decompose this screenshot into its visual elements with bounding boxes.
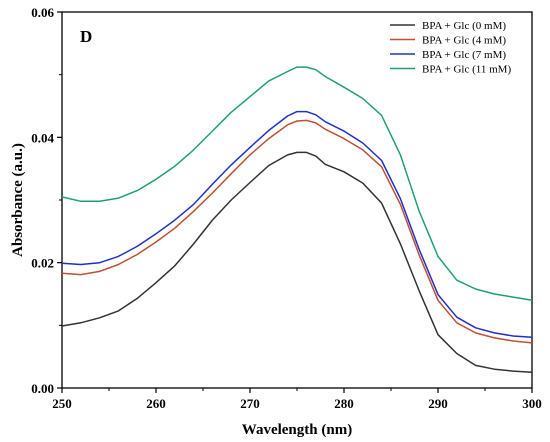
legend-label: BPA + Glc (0 mM)	[422, 20, 506, 32]
legend-label: BPA + Glc (7 mM)	[422, 49, 506, 61]
x-tick-label: 260	[146, 396, 166, 411]
legend-label: BPA + Glc (11 mM)	[422, 64, 511, 76]
x-axis-title: Wavelength (nm)	[242, 422, 352, 438]
panel-label: D	[80, 27, 92, 46]
series-layer	[61, 66, 533, 374]
x-tick-label: 250	[52, 396, 72, 411]
x-tick-label: 270	[240, 396, 260, 411]
legend-label: BPA + Glc (4 mM)	[422, 35, 506, 47]
x-tick-label: 290	[428, 396, 448, 411]
series-line-1	[61, 119, 533, 344]
series-line-0	[61, 151, 533, 374]
y-tick-label: 0.04	[31, 130, 54, 145]
series-line-3	[61, 66, 533, 302]
series-line-2	[61, 110, 533, 338]
y-tick-label: 0.06	[31, 5, 54, 20]
y-tick-label: 0.02	[31, 256, 54, 271]
x-tick-label: 300	[522, 396, 542, 411]
y-tick-label: 0.00	[31, 381, 54, 396]
x-tick-label: 280	[334, 396, 354, 411]
legend: BPA + Glc (0 mM) BPA + Glc (4 mM) BPA + Gl…	[390, 20, 511, 76]
axis-ticks: 250 260 270 280 290 300 0.00 0.02 0.04 0.06	[31, 5, 542, 411]
y-axis-title: Absorbance (a.u.)	[10, 143, 26, 257]
